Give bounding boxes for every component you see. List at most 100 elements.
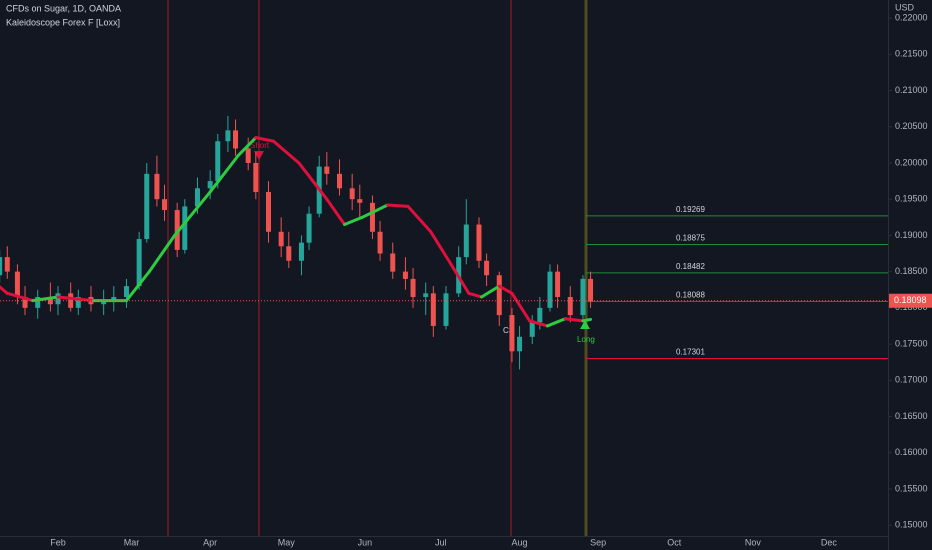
candle-body — [68, 293, 74, 308]
indicator-segment — [56, 295, 96, 303]
x-tick-label: Dec — [821, 537, 838, 547]
indicator-segment — [545, 317, 567, 328]
y-tick-label: 0.16000 — [895, 447, 928, 457]
candle-body — [298, 242, 304, 261]
chart-title: CFDs on Sugar, 1D, OANDA — [6, 3, 121, 13]
candle-body — [463, 224, 469, 258]
long-label: Long — [577, 335, 595, 344]
indicator-segment — [147, 233, 177, 274]
y-tick-label: 0.20500 — [895, 121, 928, 131]
candle-body — [101, 300, 107, 305]
short-label: Short — [250, 141, 270, 150]
candle-body — [588, 278, 594, 302]
candle-body — [567, 296, 573, 316]
indicator-segment — [5, 291, 35, 303]
indicator-segment — [386, 203, 410, 208]
cs-label: CS — [503, 326, 514, 335]
candle-body — [324, 166, 330, 174]
x-tick-label: Nov — [745, 537, 762, 547]
long-arrow — [580, 320, 590, 329]
last-price-tag — [889, 293, 932, 308]
candle-body — [55, 293, 61, 305]
candle-body — [253, 162, 259, 192]
y-tick-label: 0.19500 — [895, 194, 928, 204]
y-tick-label: 0.18500 — [895, 266, 928, 276]
indicator-segment — [467, 291, 484, 299]
indicator-segment — [124, 270, 151, 303]
indicator-segment — [563, 317, 585, 323]
y-tick-label: 0.16500 — [895, 411, 928, 421]
indicator-segment — [528, 319, 549, 328]
indicator-segment — [31, 295, 60, 303]
x-tick-label: Jul — [435, 537, 447, 547]
level-label: 0.17301 — [676, 348, 705, 357]
indicator-segment — [480, 284, 501, 299]
indicator-segment — [406, 204, 433, 234]
y-tick-label: 0.21000 — [895, 85, 928, 95]
candle-body — [580, 278, 586, 316]
candle-body — [357, 199, 363, 203]
x-tick-label: Apr — [203, 537, 217, 547]
candle-body — [75, 296, 81, 308]
y-tick-label: 0.20000 — [895, 157, 928, 167]
candle-body — [430, 293, 436, 326]
candle-body — [423, 293, 429, 297]
y-axis-label: USD — [895, 2, 915, 12]
candle-body — [278, 231, 284, 247]
candle-body — [233, 130, 239, 149]
indicator-name: Kaleidoscope Forex F [Loxx] — [6, 17, 120, 27]
candle-body — [402, 271, 408, 279]
y-tick-label: 0.15000 — [895, 520, 928, 530]
candle-body — [547, 271, 553, 308]
indicator-segment — [343, 215, 364, 227]
indicator-segment — [208, 154, 240, 194]
candle-body — [207, 181, 213, 189]
y-tick-label: 0.22000 — [895, 12, 928, 22]
candle-body — [555, 271, 561, 297]
y-tick-label: 0.15500 — [895, 483, 928, 493]
candle-body — [443, 293, 449, 326]
x-tick-label: May — [278, 537, 296, 547]
candle-body — [517, 336, 523, 352]
indicator-segment — [581, 317, 593, 323]
candle-body — [306, 213, 312, 243]
candle-body — [111, 296, 117, 301]
candle-body — [182, 206, 188, 250]
candle-body — [4, 257, 10, 272]
candle-body — [410, 278, 416, 297]
candle-body — [154, 173, 160, 200]
indicator-segment — [236, 136, 258, 158]
y-tick-label: 0.17000 — [895, 375, 928, 385]
candle-body — [194, 188, 200, 207]
last-price-label: 0.18098 — [894, 295, 927, 305]
x-tick-label: Aug — [512, 537, 528, 547]
y-tick-label: 0.19000 — [895, 230, 928, 240]
x-tick-label: Feb — [50, 537, 66, 547]
indicator-segment — [429, 230, 453, 266]
y-tick-label: 0.17500 — [895, 338, 928, 348]
candle-body — [265, 191, 271, 232]
candle-body — [336, 173, 342, 189]
x-tick-label: Sep — [590, 537, 606, 547]
level-label: 0.18482 — [676, 262, 705, 271]
indicator-segment — [360, 203, 390, 219]
candle-body — [123, 286, 129, 297]
indicator-segment — [297, 161, 329, 201]
candle-body — [390, 253, 396, 272]
candle-body — [286, 246, 292, 261]
candle-body — [349, 188, 355, 200]
candle-body — [225, 130, 231, 142]
indicator-segment — [0, 285, 9, 295]
indicator-segment — [510, 291, 532, 323]
x-tick-label: Jun — [358, 537, 373, 547]
candle-body — [35, 296, 41, 308]
candle-body — [529, 322, 535, 337]
candle-body — [136, 239, 142, 287]
candle-body — [377, 231, 383, 254]
candle-body — [162, 199, 168, 211]
candle-body — [509, 315, 515, 352]
indicator-segment — [173, 190, 212, 237]
